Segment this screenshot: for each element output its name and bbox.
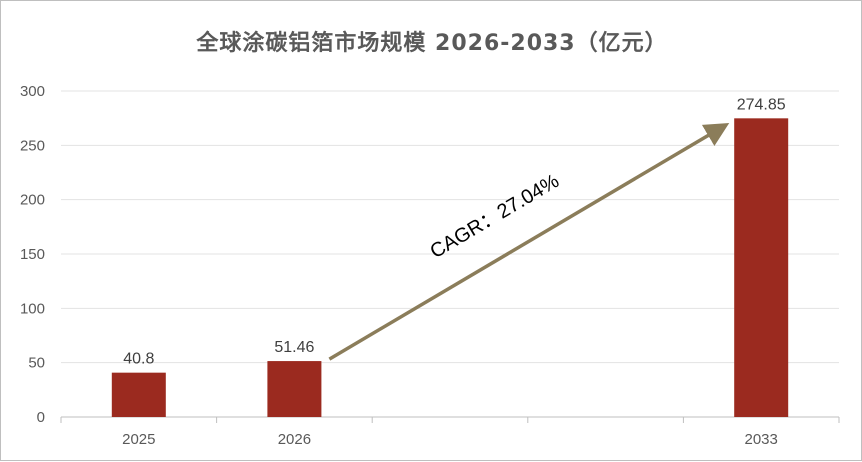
data-label-2033: 274.85 [737,96,786,113]
x-tick-label: 2026 [278,431,311,448]
x-tick-label: 2033 [745,431,778,448]
y-tick-label: 250 [20,137,45,154]
bar-2025 [111,372,166,417]
cagr-label: CAGR：27.04% [426,170,563,263]
y-tick-label: 50 [28,355,45,372]
y-tick-label: 150 [20,246,45,263]
bar-2033 [734,118,789,418]
x-tick-label: 2025 [122,431,155,448]
y-tick-label: 0 [37,409,45,426]
bar-2026 [267,361,322,417]
y-tick-label: 200 [20,192,45,209]
y-tick-label: 100 [20,300,45,317]
y-tick-label: 300 [20,83,45,100]
cagr-arrow [328,122,730,361]
data-label-2026: 51.46 [274,339,314,356]
chart-title: 全球涂碳铝箔市场规模 2026-2033（亿元） [196,31,668,56]
data-label-2025: 40.8 [123,351,154,368]
